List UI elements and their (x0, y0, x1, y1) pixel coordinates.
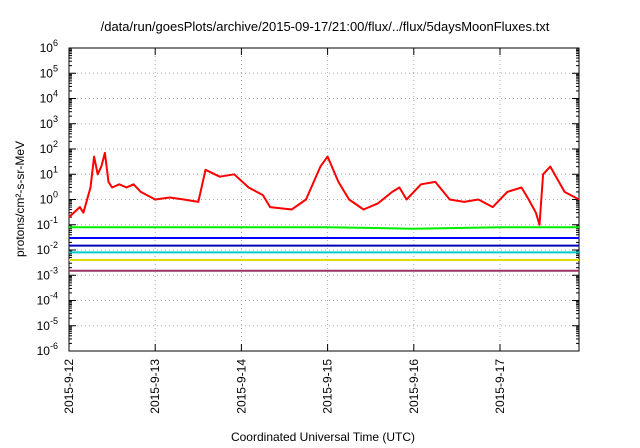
y-tick-label: 10-3 (37, 265, 58, 282)
x-tick-label: 2015-9-17 (493, 359, 507, 414)
y-axis-label: protons/cm²-s-sr-MeV (13, 141, 27, 257)
y-tick-label: 10-2 (37, 240, 58, 257)
y-tick-label: 10-5 (37, 316, 58, 333)
series-group (68, 151, 580, 272)
y-tick-label: 10-4 (37, 291, 58, 308)
x-axis: 2015-9-12 2015-9-13 2015-9-14 2015-9-15 2015… (62, 48, 507, 414)
series-line (68, 151, 580, 226)
x-tick-label: 2015-9-15 (321, 359, 335, 414)
y-tick-label: 106 (40, 38, 58, 55)
y-tick-label: 105 (40, 63, 58, 80)
y-tick-label: 10-1 (37, 215, 58, 232)
y-tick-label: 102 (40, 139, 58, 156)
x-axis-label: Coordinated Universal Time (UTC) (231, 430, 415, 444)
y-tick-label: 100 (40, 190, 58, 207)
x-tick-label: 2015-9-12 (62, 359, 76, 414)
y-tick-label: 101 (40, 164, 58, 181)
grid (69, 48, 579, 351)
y-tick-label: 103 (40, 114, 58, 131)
x-tick-label: 2015-9-16 (407, 359, 421, 414)
y-axis: 10-6 10-5 10-4 10-3 10-2 10-1 100 101 102 103 104 1… (37, 38, 579, 358)
chart-title: /data/run/goesPlots/archive/2015-09-17/2… (101, 19, 550, 34)
x-tick-label: 2015-9-13 (148, 359, 162, 414)
y-tick-label: 104 (40, 89, 58, 106)
series-line (69, 226, 579, 230)
y-tick-label: 10-6 (37, 341, 58, 358)
x-tick-label: 2015-9-14 (234, 359, 248, 414)
